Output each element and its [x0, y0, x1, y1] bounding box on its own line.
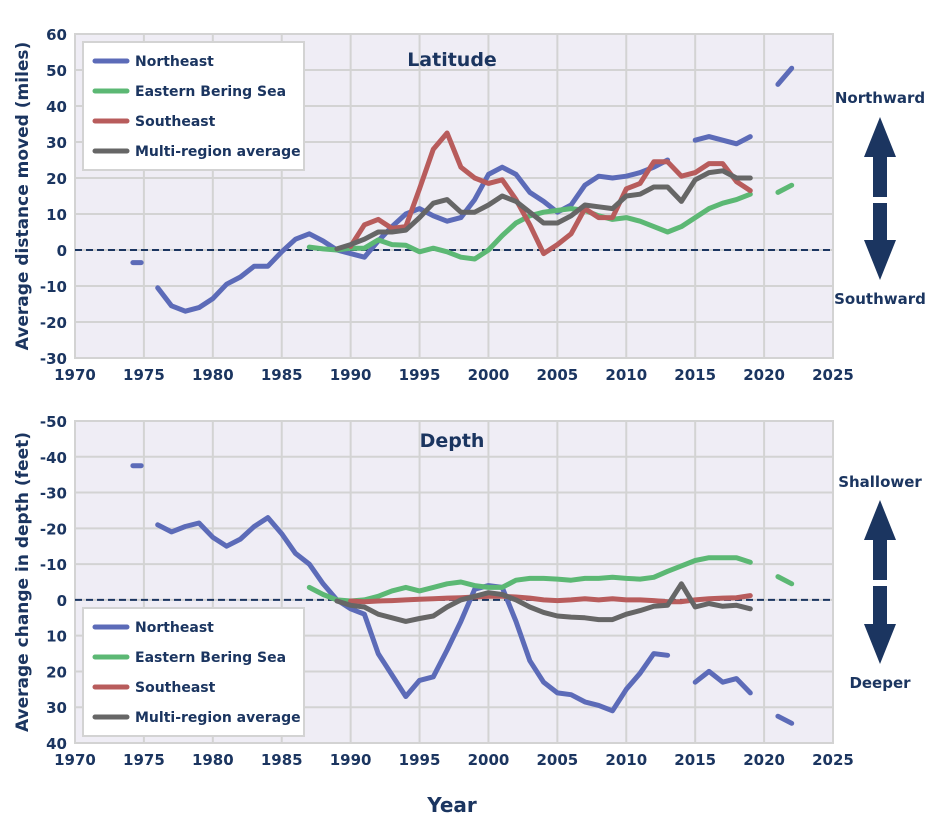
legend-label: Northeast — [135, 620, 214, 636]
series-line-eastern-bering-sea — [775, 182, 795, 195]
y-axis-title: Average distance moved (miles) — [13, 42, 33, 351]
legend: Northeast Eastern Bering Sea Southeast Mult… — [82, 607, 305, 737]
x-tick-label: 1990 — [330, 751, 372, 769]
x-tick-label: 2015 — [674, 366, 716, 384]
latitude-panel: 1970 1975 1980 1985 1990 1995 2000 2005 2010 2015… — [13, 26, 926, 384]
x-tick-label: 1970 — [54, 751, 96, 769]
series-line-northeast — [692, 134, 753, 147]
x-tick-label: 2020 — [743, 751, 785, 769]
direction-label-up: Northward — [835, 89, 925, 107]
series-line-multi-region-average — [334, 168, 753, 252]
arrow-up-icon — [864, 117, 896, 197]
direction-label-down: Deeper — [849, 674, 911, 692]
x-tick-label: 1970 — [54, 366, 96, 384]
x-tick-label: 1985 — [261, 751, 303, 769]
x-tick-label: 1985 — [261, 366, 303, 384]
series-line-eastern-bering-sea — [306, 191, 753, 262]
x-axis-title: Year — [426, 793, 477, 817]
legend-label: Southeast — [135, 680, 216, 696]
y-tick-label: 10 — [46, 628, 67, 646]
legend-label: Northeast — [135, 54, 214, 70]
series-line-eastern-bering-sea — [306, 555, 753, 604]
x-tick-label: 1980 — [192, 751, 234, 769]
x-tick-label: 1975 — [123, 366, 165, 384]
y-tick-label: 60 — [46, 26, 67, 44]
legend-label: Multi-region average — [135, 144, 301, 160]
x-tick-label: 1980 — [192, 366, 234, 384]
depth-panel: 1970 1975 1980 1985 1990 1995 2000 2005 2010 2015… — [13, 413, 922, 769]
y-tick-label: -20 — [40, 520, 67, 538]
x-tick-label: 1995 — [399, 751, 441, 769]
y-tick-label: 0 — [57, 592, 67, 610]
series-line-multi-region-average — [334, 581, 753, 624]
series-line-eastern-bering-sea — [775, 574, 795, 587]
series-line-southeast — [348, 130, 753, 257]
y-tick-label: 20 — [46, 170, 67, 188]
y-tick-label: -10 — [40, 556, 67, 574]
legend-label: Eastern Bering Sea — [135, 650, 286, 666]
y-tick-label: -30 — [40, 485, 67, 503]
arrow-up-icon — [864, 500, 896, 580]
x-tick-label: 2010 — [605, 751, 647, 769]
y-tick-label: -40 — [40, 449, 67, 467]
y-tick-label: 30 — [46, 134, 67, 152]
x-tick-label: 2005 — [536, 366, 578, 384]
arrow-down-icon — [864, 203, 896, 280]
y-axis-title: Average change in depth (feet) — [13, 432, 33, 732]
y-tick-label: -50 — [40, 413, 67, 431]
y-tick-label: 20 — [46, 663, 67, 681]
x-tick-label: 2000 — [468, 751, 510, 769]
legend-label: Eastern Bering Sea — [135, 84, 286, 100]
x-tick-label: 2005 — [536, 751, 578, 769]
x-tick-label: 2020 — [743, 366, 785, 384]
x-tick-label: 2000 — [468, 366, 510, 384]
x-tick-label: 1975 — [123, 751, 165, 769]
series-line-northeast — [775, 713, 795, 726]
y-tick-label: 10 — [46, 206, 67, 224]
y-tick-label: -30 — [40, 350, 67, 368]
legend: Northeast Eastern Bering Sea Southeast Mult… — [82, 41, 305, 171]
x-tick-label: 2025 — [812, 751, 854, 769]
chart-title: Depth — [420, 430, 485, 452]
x-tick-label: 2025 — [812, 366, 854, 384]
legend-label: Southeast — [135, 114, 216, 130]
chart-title: Latitude — [407, 49, 497, 71]
x-tick-label: 1990 — [330, 366, 372, 384]
legend-label: Multi-region average — [135, 710, 301, 726]
series-line-northeast — [775, 65, 795, 87]
x-tick-label: 2015 — [674, 751, 716, 769]
direction-label-up: Shallower — [838, 473, 922, 491]
arrow-down-icon — [864, 586, 896, 664]
direction-label-down: Southward — [834, 290, 926, 308]
series-line-northeast — [692, 668, 753, 696]
y-tick-label: -20 — [40, 314, 67, 332]
y-tick-label: 40 — [46, 98, 67, 116]
y-tick-label: 50 — [46, 62, 67, 80]
y-tick-label: 40 — [46, 735, 67, 753]
y-tick-label: 0 — [57, 242, 67, 260]
series-line-northeast — [155, 515, 671, 714]
y-tick-label: -10 — [40, 278, 67, 296]
series-line-southeast — [348, 593, 753, 605]
y-tick-label: 30 — [46, 699, 67, 717]
x-tick-label: 2010 — [605, 366, 647, 384]
x-tick-label: 1995 — [399, 366, 441, 384]
